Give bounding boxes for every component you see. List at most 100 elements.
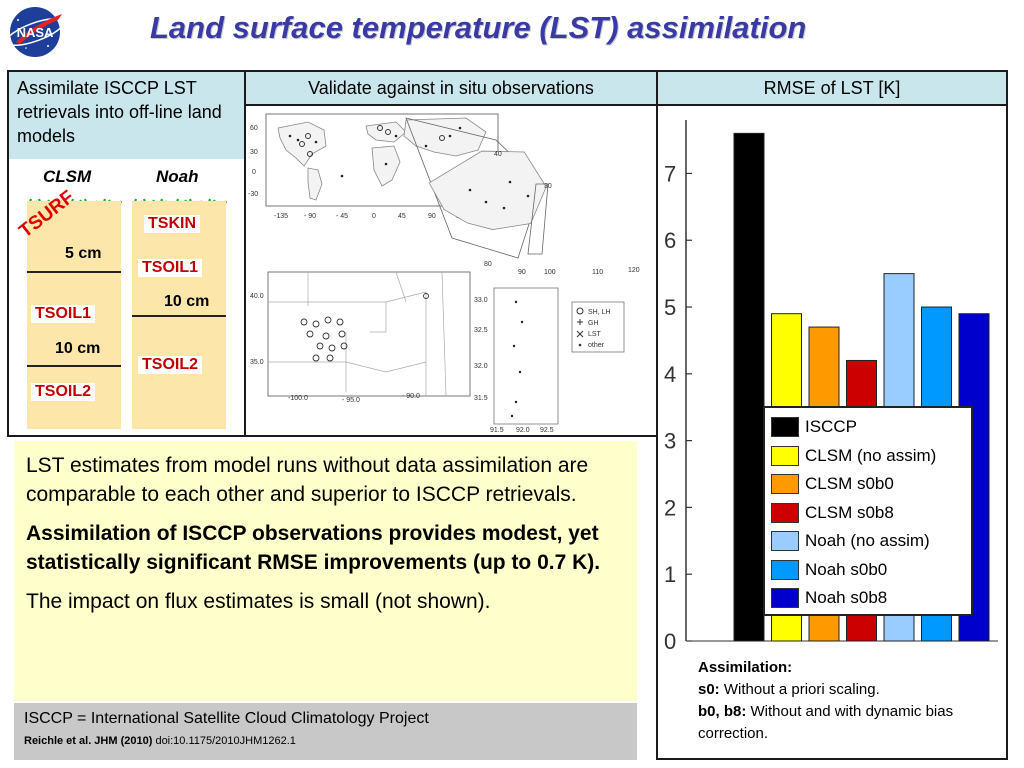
s0-text: Without a priori scaling. [719,681,880,698]
legend-item: CLSM s0b8 [771,499,965,528]
svg-text:LST: LST [588,331,602,338]
clsm-tsoil1: TSOIL1 [31,305,96,323]
s0-key: s0: [698,681,720,698]
us-states [268,271,447,397]
b-key: b0, b8: [698,703,747,720]
noah-soil-column: TSKIN TSOIL1 10 cm TSOIL2 [132,201,226,429]
svg-text:92.0: 92.0 [516,427,530,434]
map-legend: SH, LH GH LST other [576,307,611,349]
rmse-chart-panel: 0 1 2 3 4 5 6 7 ISCCP CLSM (no assim) CLSM s0b0… [656,104,1008,760]
header-validate: Validate against in situ observations [244,70,658,106]
svg-text:40.0: 40.0 [250,293,264,300]
legend-swatch [771,559,799,580]
soil-layer-panel: CLSM Noah 5 cm TSOIL1 10 cm TSOIL2 TSURF… [7,159,246,437]
legend-label: Noah s0b8 [805,588,888,608]
svg-text:other: other [588,342,605,349]
noah-label: Noah [156,167,199,186]
us-labels: 40.0 35.0 -100.0 - 95.0 - 90.0 [250,293,420,404]
clsm-label: CLSM [43,167,92,186]
y-tick-label: 5 [664,295,676,320]
y-tick-label: 7 [664,161,676,186]
legend-swatch [771,502,799,523]
y-tick-label: 1 [664,562,676,587]
y-tick-label: 3 [664,429,676,454]
summary-para-1: LST estimates from model runs without da… [26,454,589,506]
legend-swatch [771,531,799,552]
citation-authors: Reichle et al. JHM (2010) [24,735,153,747]
svg-text:80: 80 [484,261,492,268]
world-lat-labels: 60 30 0 -30 [248,125,258,198]
clsm-soil-column: 5 cm TSOIL1 10 cm TSOIL2 [27,201,121,429]
svg-text:GH: GH [588,320,599,327]
clsm-depth-10cm: 10 cm [55,340,101,357]
legend-item: ISCCP [771,413,965,442]
legend-item: Noah (no assim) [771,527,965,556]
svg-text:-135: -135 [274,213,288,220]
svg-text:- 90.0: - 90.0 [402,393,420,400]
svg-text:- 95.0: - 95.0 [342,397,360,404]
assim-title: Assimilation: [698,659,793,676]
header-rmse: RMSE of LST [K] [656,70,1008,106]
asia-map [428,150,547,230]
svg-text:45: 45 [398,213,406,220]
summary-para-2: Assimilation of ISCCP observations provi… [26,522,601,574]
y-tick-label: 6 [664,228,676,253]
svg-text:SH, LH: SH, LH [588,309,611,316]
svg-text:32.5: 32.5 [474,327,488,334]
footer-citation: Reichle et al. JHM (2010) doi:10.1175/20… [24,731,627,751]
svg-text:32.0: 32.0 [474,363,488,370]
y-tick-label: 2 [664,495,676,520]
svg-text:- 90: - 90 [304,213,316,220]
svg-text:35.0: 35.0 [250,359,264,366]
legend-item: Noah s0b8 [771,584,965,613]
map-other-points [288,126,462,178]
y-tick-label: 4 [664,362,676,387]
svg-text:-100.0: -100.0 [288,395,308,402]
assimilation-note: Assimilation: s0: Without a priori scali… [698,657,1003,745]
footer-box: ISCCP = International Satellite Cloud Cl… [14,703,637,760]
map-station-markers [299,125,445,157]
legend-label: Noah (no assim) [805,531,930,551]
bar-isccp [733,132,765,642]
svg-text:33.0: 33.0 [474,297,488,304]
footer-isccp-definition: ISCCP = International Satellite Cloud Cl… [24,710,429,727]
y-tick-label: 0 [664,629,676,654]
svg-text:120: 120 [628,267,640,274]
legend-label: ISCCP [805,417,857,437]
header-assimilate: Assimilate ISCCP LST retrievals into off… [7,70,246,161]
nasa-logo: NASA [5,7,65,57]
legend-swatch [771,588,799,609]
svg-text:-30: -30 [248,191,258,198]
legend-swatch [771,417,799,438]
clsm-depth-5cm: 5 cm [65,245,102,262]
nasa-logo-text: NASA [17,25,54,40]
b-text: Without and with dynamic bias correction… [698,703,954,742]
legend-label: CLSM s0b8 [805,502,894,522]
svg-text:31.5: 31.5 [474,395,488,402]
legend-item: Noah s0b0 [771,556,965,585]
svg-text:0: 0 [372,213,376,220]
inset-labels: 33.0 32.5 32.0 31.5 91.5 92.0 92.5 [474,297,554,434]
summary-text-box: LST estimates from model runs without da… [14,441,637,701]
legend-swatch [771,445,799,466]
svg-text:110: 110 [592,269,603,276]
svg-text:100: 100 [544,269,556,276]
svg-text:- 45: - 45 [336,213,348,220]
noah-tskin: TSKIN [144,215,200,233]
svg-text:92.5: 92.5 [540,427,554,434]
summary-para-3: The impact on flux estimates is small (n… [26,590,491,613]
clsm-tsoil2: TSOIL2 [31,383,96,401]
svg-text:0: 0 [252,169,256,176]
citation-doi: doi:10.1175/2010JHM1262.1 [152,735,296,747]
svg-text:91.5: 91.5 [490,427,504,434]
svg-text:30: 30 [250,149,258,156]
legend-label: CLSM (no assim) [805,445,937,465]
svg-text:90: 90 [518,269,526,276]
noah-tsoil2: TSOIL2 [138,356,203,374]
noah-depth-10cm: 10 cm [164,293,210,310]
us-station-markers [300,293,429,362]
validation-map-panel: 60 30 0 -30 -135 - 90 - 45 0 45 90 135 1… [244,104,658,437]
legend-swatch [771,474,799,495]
chart-legend: ISCCP CLSM (no assim) CLSM s0b0 CLSM s0b… [763,406,973,616]
legend-item: CLSM (no assim) [771,442,965,471]
